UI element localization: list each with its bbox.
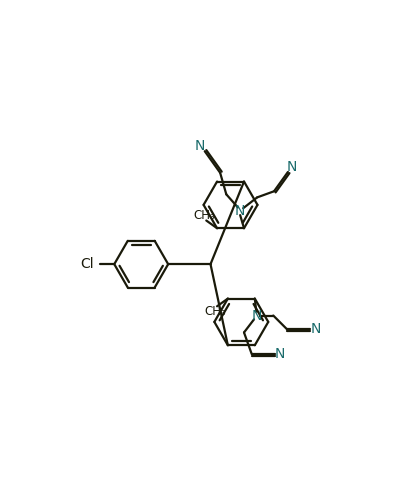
Text: N: N [275, 347, 286, 361]
Text: Cl: Cl [81, 257, 94, 271]
Text: N: N [235, 204, 245, 218]
Text: CH₃: CH₃ [205, 305, 227, 318]
Text: N: N [310, 322, 321, 336]
Text: N: N [194, 139, 205, 153]
Text: CH₃: CH₃ [194, 208, 216, 221]
Text: N: N [251, 309, 261, 323]
Text: N: N [287, 160, 297, 174]
